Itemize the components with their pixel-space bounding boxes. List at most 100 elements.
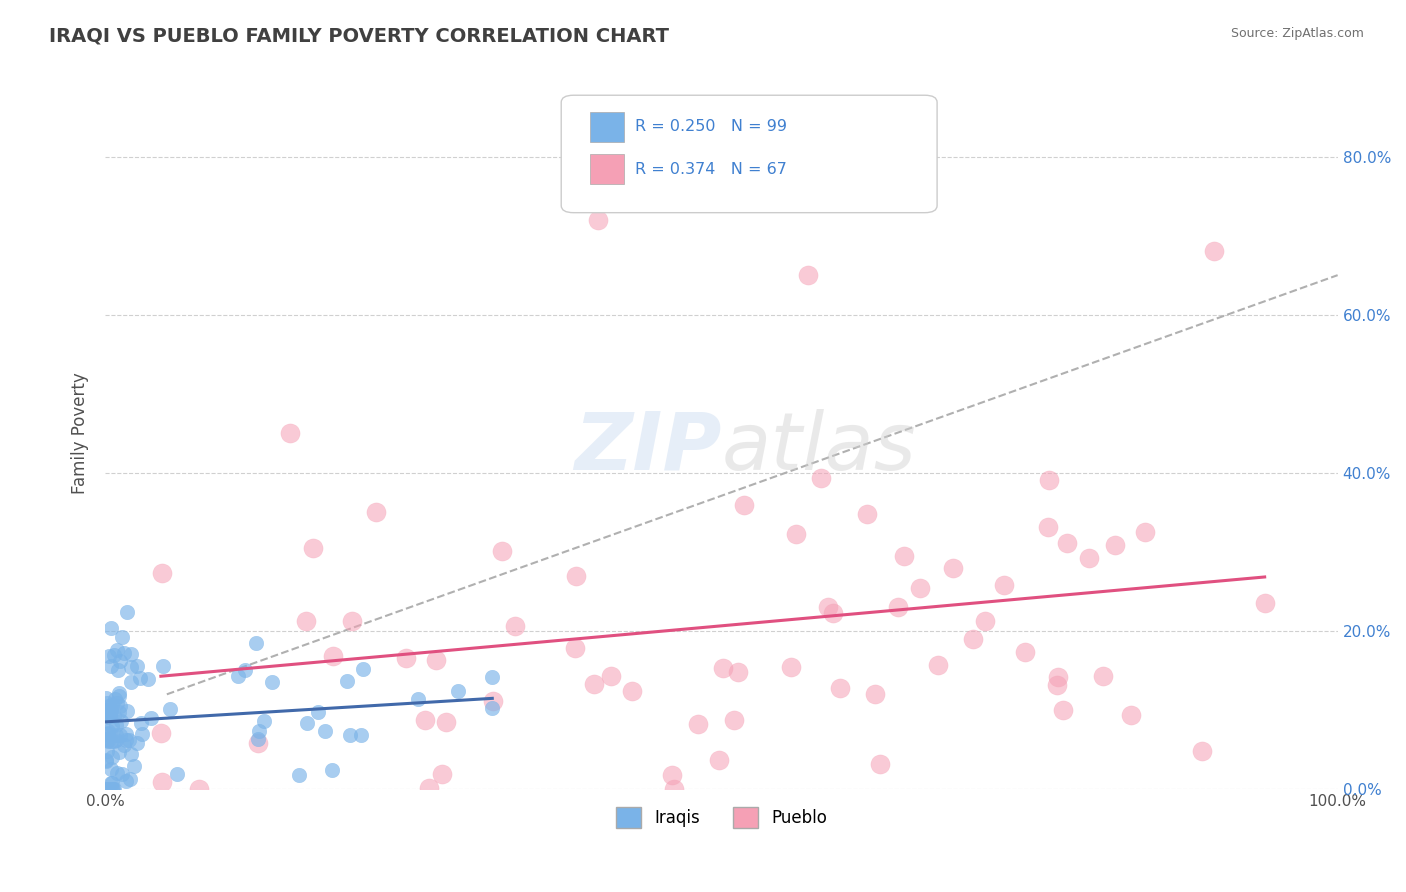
- Point: [430, 767, 453, 781]
- Point: [413, 713, 436, 727]
- Point: [600, 669, 623, 683]
- Point: [856, 507, 879, 521]
- Point: [366, 505, 388, 519]
- Point: [108, 699, 131, 714]
- FancyBboxPatch shape: [561, 95, 938, 212]
- Point: [107, 706, 129, 720]
- Point: [125, 658, 148, 673]
- Point: [817, 599, 839, 614]
- Point: [340, 614, 363, 628]
- Point: [120, 675, 142, 690]
- Point: [108, 728, 131, 742]
- Point: [187, 782, 209, 797]
- Point: [115, 605, 138, 619]
- Point: [101, 782, 124, 797]
- Point: [974, 614, 997, 628]
- Point: [101, 698, 124, 712]
- Point: [707, 753, 730, 767]
- Point: [105, 718, 128, 732]
- Point: [96, 696, 118, 710]
- Point: [893, 549, 915, 563]
- Point: [103, 782, 125, 797]
- Point: [301, 541, 323, 556]
- Text: R = 0.250   N = 99: R = 0.250 N = 99: [636, 119, 787, 134]
- Point: [105, 766, 128, 780]
- Point: [503, 618, 526, 632]
- Point: [97, 726, 120, 740]
- Point: [166, 767, 188, 781]
- Point: [583, 677, 606, 691]
- Point: [105, 642, 128, 657]
- Point: [98, 707, 121, 722]
- Point: [97, 724, 120, 739]
- Point: [96, 753, 118, 767]
- Point: [481, 670, 503, 684]
- Point: [120, 647, 142, 661]
- Point: [350, 728, 373, 742]
- Point: [118, 772, 141, 787]
- Point: [111, 630, 134, 644]
- Point: [425, 652, 447, 666]
- Point: [96, 744, 118, 758]
- Point: [120, 747, 142, 761]
- Point: [887, 599, 910, 614]
- Point: [278, 426, 301, 441]
- Point: [688, 717, 710, 731]
- Point: [564, 641, 586, 656]
- Point: [322, 649, 344, 664]
- Point: [112, 738, 135, 752]
- Point: [108, 745, 131, 759]
- Point: [863, 687, 886, 701]
- Point: [491, 544, 513, 558]
- Point: [96, 727, 118, 741]
- Point: [828, 681, 851, 695]
- Point: [96, 707, 118, 722]
- Point: [96, 754, 118, 768]
- Point: [100, 762, 122, 776]
- Point: [1046, 678, 1069, 692]
- Point: [1014, 645, 1036, 659]
- Point: [120, 659, 142, 673]
- Legend: Iraqis, Pueblo: Iraqis, Pueblo: [609, 801, 834, 834]
- Point: [226, 669, 249, 683]
- Point: [908, 581, 931, 595]
- Text: ZIP: ZIP: [574, 409, 721, 486]
- Point: [97, 733, 120, 747]
- Point: [245, 635, 267, 649]
- Point: [115, 704, 138, 718]
- Point: [100, 776, 122, 790]
- Point: [108, 689, 131, 703]
- Point: [336, 673, 359, 688]
- Point: [129, 715, 152, 730]
- Point: [1091, 669, 1114, 683]
- Point: [100, 776, 122, 790]
- Point: [100, 733, 122, 747]
- Point: [247, 732, 270, 747]
- Point: [112, 646, 135, 660]
- Point: [103, 733, 125, 747]
- Point: [1047, 670, 1070, 684]
- Point: [96, 732, 118, 747]
- Point: [1191, 744, 1213, 758]
- Point: [100, 706, 122, 721]
- Point: [733, 498, 755, 512]
- Point: [103, 648, 125, 662]
- Point: [150, 775, 173, 789]
- Point: [308, 705, 330, 719]
- Point: [321, 763, 343, 777]
- Point: [139, 711, 162, 725]
- Point: [1056, 536, 1078, 550]
- Point: [100, 658, 122, 673]
- Bar: [589, 112, 624, 142]
- Point: [661, 767, 683, 781]
- Point: [1036, 520, 1059, 534]
- Bar: [589, 154, 624, 185]
- Point: [727, 665, 749, 680]
- Text: IRAQI VS PUEBLO FAMILY POVERTY CORRELATION CHART: IRAQI VS PUEBLO FAMILY POVERTY CORRELATI…: [49, 27, 669, 45]
- Point: [96, 691, 118, 706]
- Point: [821, 606, 844, 620]
- Point: [104, 728, 127, 742]
- Point: [122, 759, 145, 773]
- Point: [260, 675, 283, 690]
- Point: [1253, 596, 1275, 610]
